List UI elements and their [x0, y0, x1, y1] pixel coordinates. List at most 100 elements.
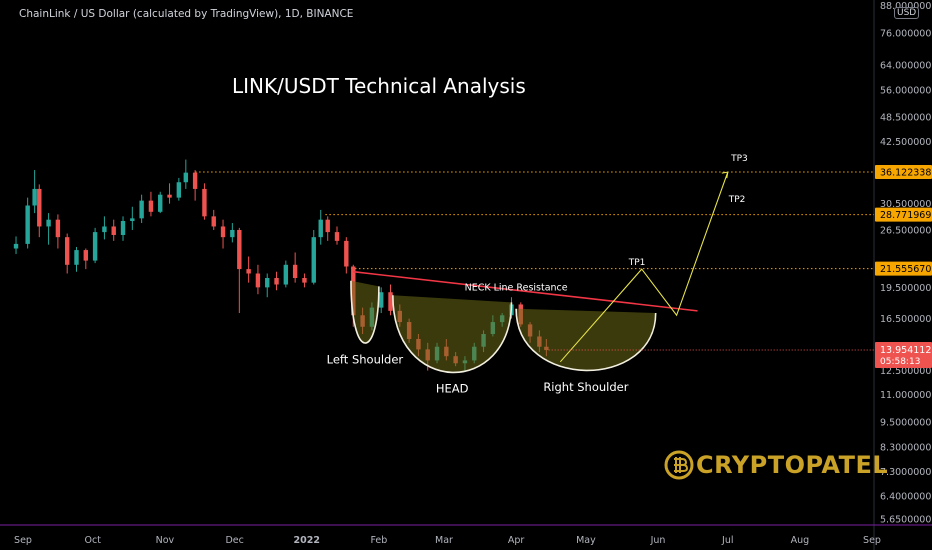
candle — [148, 191, 154, 217]
candle-body — [292, 264, 298, 279]
currency-badge[interactable]: USD — [894, 7, 920, 19]
candle — [74, 246, 79, 272]
candle-body — [13, 243, 19, 249]
candle — [302, 273, 307, 288]
candle-body — [46, 219, 51, 227]
pattern-curve — [515, 308, 657, 372]
candle-body — [202, 188, 207, 217]
projection-arrowhead — [721, 171, 729, 179]
candle — [25, 197, 30, 249]
candle-body — [274, 278, 279, 285]
time-tick-label: Aug — [791, 535, 810, 546]
candle-body — [192, 172, 198, 189]
candle-body — [139, 200, 144, 219]
chart-title: LINK/USDT Technical Analysis — [232, 74, 526, 98]
target-label: TP1 — [628, 258, 646, 268]
candle — [334, 226, 340, 245]
candle — [158, 191, 163, 214]
target-label: TP2 — [728, 195, 746, 205]
candle-body — [246, 269, 251, 274]
candle-body — [334, 232, 340, 241]
projection-path — [559, 171, 729, 363]
price-tick-label: 42.5000000 — [880, 137, 932, 148]
candle-body — [25, 205, 30, 244]
pattern-label: Right Shoulder — [543, 380, 628, 394]
price-tick-label: 11.0000000 — [880, 390, 932, 401]
candle-body — [74, 250, 79, 265]
bitcoin-logo-icon — [664, 450, 694, 480]
candle-body — [237, 229, 242, 270]
candle — [167, 183, 172, 204]
candle-body — [130, 218, 135, 222]
candle — [176, 177, 182, 201]
candle — [111, 219, 116, 241]
candle — [292, 252, 298, 283]
price-tick-label: 64.0000000 — [880, 60, 932, 71]
price-level-value: 36.1223380 — [880, 168, 932, 179]
price-tick-label: 16.5000000 — [880, 314, 932, 325]
time-tick-label: 2022 — [294, 535, 320, 546]
time-tick-label: Dec — [225, 535, 243, 546]
candle-body — [102, 226, 107, 233]
candle — [139, 194, 144, 224]
time-tick-label: Mar — [435, 535, 453, 546]
neckline-label: NECK Line Resistance — [465, 282, 568, 293]
pattern-label: Left Shoulder — [327, 353, 404, 367]
candle-body — [388, 292, 393, 311]
candle — [344, 237, 349, 274]
time-tick-label: Jun — [650, 535, 666, 546]
brand-name: CRYPTOPATEL — [696, 451, 889, 479]
price-tick-label: 48.5000000 — [880, 112, 932, 123]
candle-body — [325, 219, 330, 233]
candle — [283, 260, 289, 288]
candle-body — [167, 194, 172, 198]
pattern-curve — [350, 280, 380, 344]
candle — [102, 216, 107, 240]
symbol-header: ChainLink / US Dollar (calculated by Tra… — [19, 8, 354, 20]
price-tick-label: 12.5000000 — [880, 366, 932, 377]
candle-body — [183, 172, 189, 183]
price-tick-label: 76.0000000 — [880, 28, 932, 39]
price-tick-label: 56.0000000 — [880, 85, 932, 96]
price-tick-label: 9.5000000 — [880, 417, 931, 428]
candle — [318, 209, 323, 245]
candle — [388, 284, 393, 316]
brand-watermark: CRYPTOPATEL — [664, 445, 888, 485]
price-level-badge — [875, 261, 932, 276]
candle — [13, 236, 19, 255]
time-tick-label: Jul — [721, 535, 733, 546]
candle — [55, 214, 61, 249]
candle — [64, 233, 70, 274]
candle-body — [92, 232, 98, 261]
neckline — [353, 270, 698, 312]
candle — [92, 227, 98, 264]
candle-body — [318, 219, 323, 238]
candle — [192, 170, 198, 201]
price-tick-label: 19.5000000 — [880, 283, 932, 294]
candle — [274, 271, 279, 291]
candle-body — [230, 229, 235, 238]
price-level-badge — [875, 207, 932, 222]
current-price-value: 13.9541127 — [880, 345, 932, 356]
price-tick-label: 88.0000000 — [880, 1, 932, 12]
candle — [237, 227, 242, 314]
time-tick-label: Apr — [508, 535, 525, 546]
candle — [46, 213, 51, 245]
price-tick-label: 5.6500000 — [880, 515, 931, 526]
time-tick-label: May — [576, 535, 596, 546]
candle-body — [148, 200, 154, 212]
time-tick-label: Oct — [85, 535, 102, 546]
price-tick-label: 30.5000000 — [880, 199, 932, 210]
target-label: TP3 — [730, 154, 748, 164]
candle-body — [120, 221, 126, 235]
candle — [83, 248, 89, 270]
time-tick-label: Sep — [14, 535, 32, 546]
current-price-badge — [875, 342, 932, 368]
pattern-fill — [350, 280, 379, 344]
candle-body — [311, 237, 316, 283]
candle-body — [55, 219, 61, 238]
candle — [265, 273, 270, 298]
price-level-value: 21.5556702 — [880, 264, 932, 275]
